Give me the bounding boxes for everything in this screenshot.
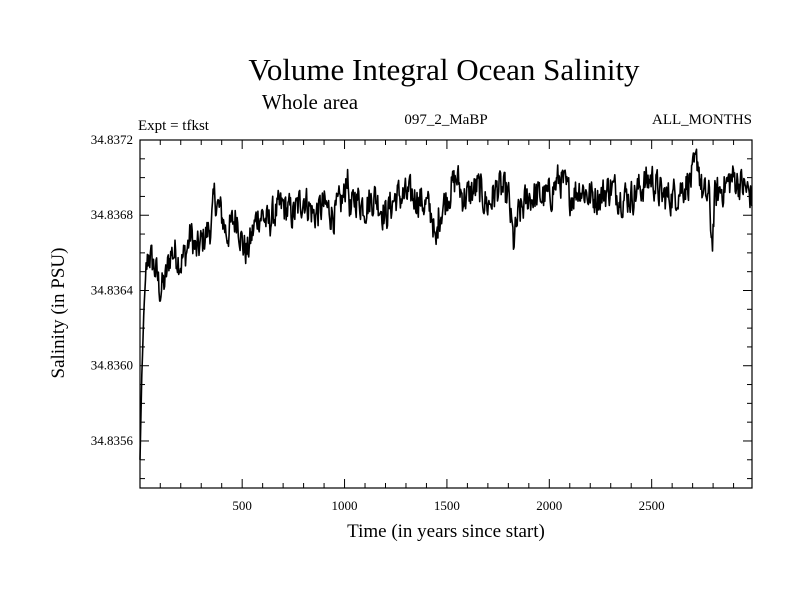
x-tick-label: 500 — [232, 498, 252, 513]
months-label: ALL_MONTHS — [652, 112, 752, 128]
y-tick-label: 34.8368 — [91, 207, 133, 222]
chart-subtitle: Whole area — [262, 90, 359, 114]
x-axis-label: Time (in years since start) — [347, 521, 545, 542]
run-label: 097_2_MaBP — [404, 112, 487, 128]
x-axis-tick-labels: 500 1000 1500 2000 2500 — [232, 498, 664, 513]
y-axis-ticks — [140, 139, 752, 480]
x-tick-label: 2500 — [639, 498, 665, 513]
x-tick-label: 1000 — [332, 498, 358, 513]
salinity-series-line — [139, 148, 753, 460]
experiment-label: Expt = tfkst — [138, 118, 210, 134]
y-tick-label: 34.8356 — [91, 433, 134, 448]
y-tick-label: 34.8360 — [91, 358, 133, 373]
chart-title: Volume Integral Ocean Salinity — [248, 52, 640, 87]
x-axis-ticks — [159, 140, 735, 488]
y-tick-label: 34.8372 — [91, 132, 133, 147]
y-axis-label: Salinity (in PSU) — [48, 248, 69, 379]
x-tick-label: 2000 — [536, 498, 562, 513]
plot-frame — [139, 139, 753, 489]
y-axis-tick-labels: 34.8356 34.8360 34.8364 34.8368 34.8372 — [91, 132, 134, 448]
y-tick-label: 34.8364 — [91, 282, 134, 297]
x-tick-label: 1500 — [434, 498, 460, 513]
